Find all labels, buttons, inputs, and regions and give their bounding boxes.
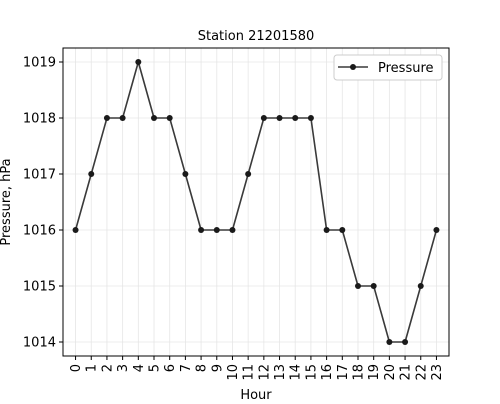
data-point [182, 171, 189, 177]
data-point [323, 227, 330, 233]
series-layer [72, 59, 440, 345]
y-tick-label: 1018 [23, 112, 56, 127]
data-point [198, 227, 205, 233]
y-tick-label: 1016 [23, 224, 56, 239]
x-tick-label: 23 [430, 364, 445, 381]
x-tick-label: 12 [257, 364, 272, 381]
x-tick-label: 10 [226, 364, 241, 381]
y-axis: 1014 1015 1016 1017 1018 1019 [23, 56, 63, 351]
x-tick-label: 5 [148, 364, 163, 372]
x-tick-label: 2 [100, 364, 115, 372]
x-tick-label: 8 [195, 364, 210, 372]
data-point [119, 115, 126, 121]
y-axis-label: Pressure, hPa [0, 158, 14, 245]
y-tick-label: 1019 [23, 56, 56, 71]
data-point [72, 227, 79, 233]
data-point [292, 115, 299, 121]
chart-title: Station 21201580 [198, 29, 315, 44]
x-tick-label: 16 [320, 364, 335, 381]
x-tick-label: 22 [414, 364, 429, 381]
y-tick-label: 1017 [23, 168, 56, 183]
x-tick-label: 3 [116, 364, 131, 372]
legend-marker-swatch [350, 64, 356, 70]
data-point [402, 339, 409, 345]
x-axis-label: Hour [240, 388, 272, 400]
data-point [245, 171, 252, 177]
x-tick-label: 6 [163, 364, 178, 372]
data-point [386, 339, 393, 345]
data-point [229, 227, 236, 233]
data-point [354, 283, 361, 289]
data-point [339, 227, 346, 233]
legend: Pressure [333, 54, 443, 81]
grid-lines [63, 48, 449, 356]
x-axis: 0 1 2 3 4 5 6 7 8 9 10 11 12 13 14 15 16 17 18 19 20 21 22 23 [69, 356, 445, 381]
x-tick-label: 0 [69, 364, 84, 372]
data-point [103, 115, 110, 121]
x-tick-label: 20 [383, 364, 398, 381]
x-tick-label: 13 [273, 364, 288, 381]
data-point [370, 283, 377, 289]
data-point [213, 227, 220, 233]
data-point [433, 227, 440, 233]
data-point [88, 171, 95, 177]
legend-label: Pressure [378, 61, 434, 76]
data-point [151, 115, 158, 121]
x-tick-label: 21 [399, 364, 414, 381]
plot-frame [62, 47, 450, 357]
y-tick-label: 1014 [23, 336, 56, 351]
legend-box [333, 54, 443, 81]
y-tick-label: 1015 [23, 280, 56, 295]
x-tick-label: 15 [304, 364, 319, 381]
data-point [417, 283, 424, 289]
x-tick-label: 14 [289, 364, 304, 381]
data-point [260, 115, 267, 121]
x-tick-label: 11 [242, 364, 257, 381]
x-tick-label: 9 [210, 364, 225, 372]
x-tick-label: 18 [351, 364, 366, 381]
x-tick-label: 17 [336, 364, 351, 381]
x-tick-label: 1 [85, 364, 100, 372]
data-point [307, 115, 314, 121]
x-tick-label: 19 [367, 364, 382, 381]
data-point [135, 59, 142, 65]
data-point [276, 115, 283, 121]
data-point [166, 115, 173, 121]
series-line [74, 61, 438, 343]
x-tick-label: 4 [132, 364, 147, 372]
x-tick-label: 7 [179, 364, 194, 372]
